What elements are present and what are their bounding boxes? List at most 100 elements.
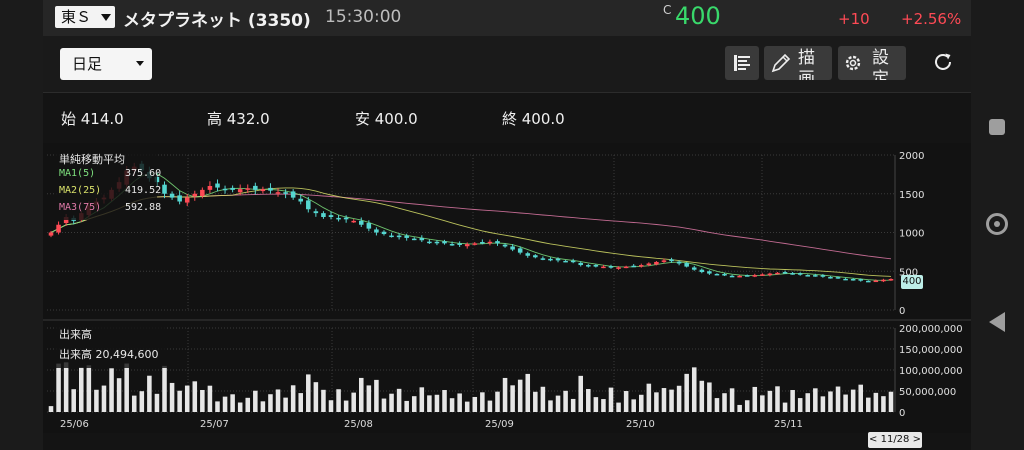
volume-bar bbox=[48, 406, 54, 412]
settings-button-label: 設定 bbox=[872, 48, 889, 80]
candle-body bbox=[396, 235, 402, 238]
volume-bar bbox=[389, 393, 394, 412]
candle-body bbox=[464, 244, 470, 247]
stock-chart[interactable]: 2000 1500 1000 500 0 200,000,000 150,000,000 10… bbox=[43, 0, 971, 450]
draw-button[interactable]: 描画 bbox=[764, 46, 832, 80]
volume-bar bbox=[767, 390, 773, 412]
volume-bar bbox=[639, 394, 644, 412]
volume-bar bbox=[502, 377, 508, 412]
volume-bar bbox=[177, 390, 182, 412]
volume-bar bbox=[661, 388, 667, 412]
volume-bar bbox=[351, 392, 356, 412]
candle-body bbox=[472, 243, 478, 245]
candle-body bbox=[63, 217, 69, 224]
candle-body bbox=[608, 266, 614, 268]
back-icon[interactable] bbox=[989, 312, 1005, 332]
candle-body bbox=[601, 266, 606, 269]
volume-bar bbox=[306, 374, 311, 412]
candle-body bbox=[586, 265, 591, 267]
volume-bar bbox=[147, 375, 152, 412]
candle-body bbox=[56, 224, 61, 233]
candle-body bbox=[797, 273, 803, 275]
volume-bar bbox=[56, 363, 61, 412]
volume-bar bbox=[593, 397, 599, 412]
volume-bar bbox=[169, 382, 175, 412]
candle-body bbox=[866, 280, 871, 283]
volume-bar bbox=[116, 378, 122, 412]
candle-body bbox=[744, 275, 750, 277]
candle-body bbox=[813, 275, 818, 277]
candle-body bbox=[533, 255, 538, 258]
date-cursor-badge[interactable]: < 11/28 > bbox=[868, 432, 922, 448]
volume-bar bbox=[101, 385, 107, 412]
candle-body bbox=[366, 223, 372, 229]
volume-bar bbox=[563, 390, 568, 412]
volume-bar bbox=[866, 397, 871, 412]
quote-time: 15:30:00 bbox=[325, 7, 402, 27]
period-select[interactable]: 日足 bbox=[60, 48, 152, 80]
candle-body bbox=[790, 273, 795, 275]
date-axis-tick: 25/11 bbox=[774, 419, 803, 430]
candle-body bbox=[843, 278, 848, 281]
recent-apps-icon[interactable] bbox=[989, 119, 1005, 135]
candle-body bbox=[639, 265, 644, 267]
candle-body bbox=[805, 275, 811, 277]
pencil-icon bbox=[771, 53, 791, 73]
volume-bar bbox=[760, 395, 765, 412]
volume-bar bbox=[623, 391, 629, 412]
volume-bar bbox=[729, 388, 735, 412]
candle-body bbox=[487, 241, 493, 244]
candle-body bbox=[858, 279, 863, 281]
candle-body bbox=[722, 273, 727, 276]
volume-bar bbox=[374, 379, 379, 412]
volume-bar bbox=[669, 389, 674, 412]
ma1-line bbox=[50, 173, 892, 281]
home-icon-dot bbox=[994, 221, 1000, 227]
refresh-icon[interactable] bbox=[931, 50, 955, 74]
volume-bar bbox=[510, 385, 515, 412]
candle-body bbox=[669, 259, 674, 262]
volume-bar bbox=[888, 391, 894, 412]
volume-axis-tick: 50,000,000 bbox=[899, 387, 956, 398]
market-select[interactable]: 東Ｓ bbox=[55, 6, 115, 28]
volume-bar bbox=[631, 399, 636, 412]
price-axis-tick: 0 bbox=[899, 306, 905, 317]
volume-bar bbox=[283, 397, 288, 412]
volume-bar bbox=[457, 393, 462, 412]
volume-bar bbox=[517, 379, 523, 412]
volume-bar bbox=[601, 399, 606, 412]
candle-body bbox=[427, 241, 432, 244]
volume-bar bbox=[359, 377, 364, 412]
candle-body bbox=[684, 263, 689, 267]
candle-body bbox=[313, 211, 319, 214]
candle-body bbox=[275, 192, 281, 194]
system-nav-bar bbox=[971, 0, 1024, 450]
home-icon[interactable] bbox=[986, 213, 1008, 235]
candle-body bbox=[449, 244, 455, 246]
volume-bar bbox=[215, 401, 220, 412]
volume-bar bbox=[699, 380, 705, 412]
candle-body bbox=[215, 183, 220, 188]
volume-bar bbox=[873, 392, 879, 412]
price-axis-tick: 500 bbox=[899, 267, 918, 278]
ma2-value: 419.52 bbox=[125, 185, 162, 196]
candle-body bbox=[593, 264, 599, 267]
volume-bar bbox=[586, 389, 591, 412]
candle-body bbox=[290, 191, 296, 198]
chevron-down-icon bbox=[136, 61, 144, 66]
volume-bar bbox=[109, 368, 114, 412]
volume-bar bbox=[404, 400, 409, 412]
current-price-marker: 400 bbox=[901, 275, 923, 289]
volume-bar bbox=[94, 389, 99, 412]
candle-body bbox=[268, 187, 273, 191]
settings-button[interactable]: 設定 bbox=[838, 46, 906, 80]
volume-bar bbox=[676, 385, 682, 412]
candle-body bbox=[480, 242, 485, 244]
volume-axis-tick: 200,000,000 bbox=[899, 324, 963, 335]
indicator-button[interactable] bbox=[725, 46, 759, 80]
date-axis-tick: 25/10 bbox=[626, 419, 655, 430]
volume-bar bbox=[850, 389, 856, 412]
candle-body bbox=[623, 266, 629, 269]
volume-bar bbox=[154, 393, 160, 412]
date-axis-tick: 25/09 bbox=[485, 419, 514, 430]
